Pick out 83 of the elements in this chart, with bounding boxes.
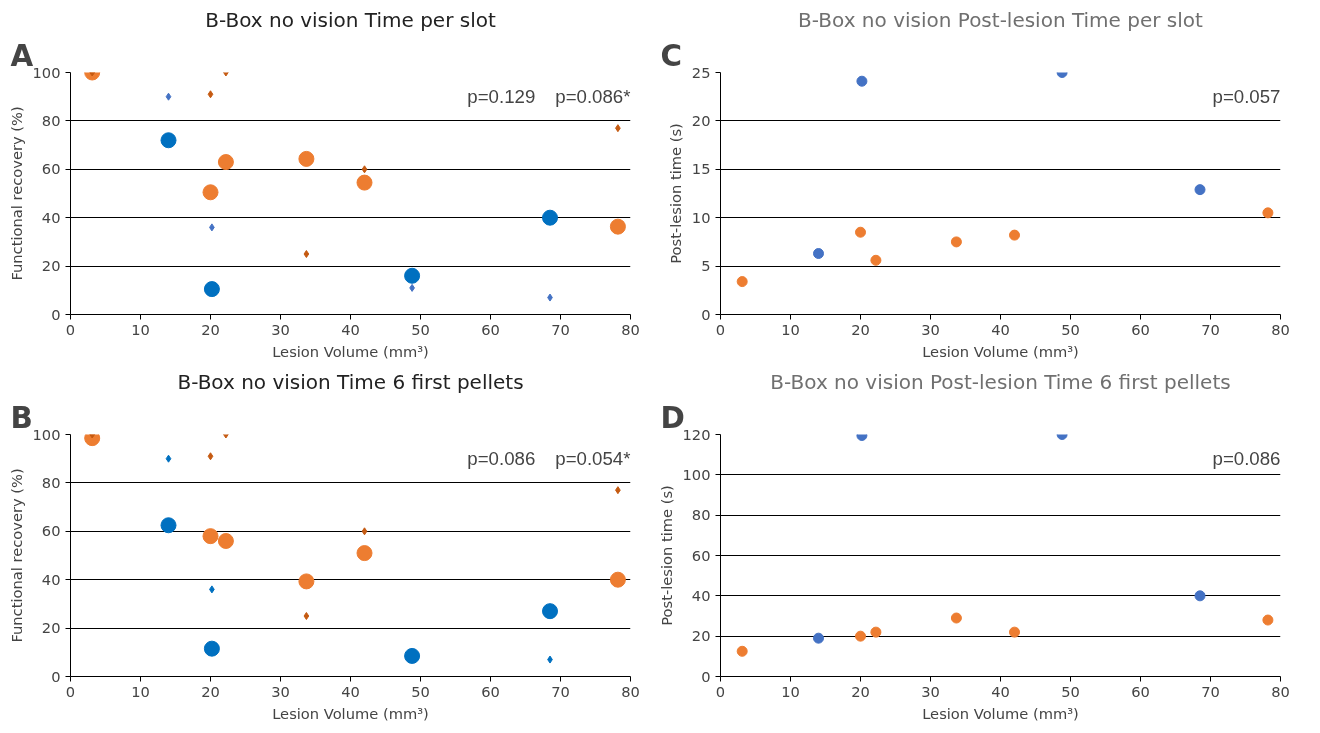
y-tick-label: 40 — [41, 208, 61, 226]
x-tick-label: 60 — [481, 320, 500, 338]
annotation: p=0.086 — [467, 448, 536, 470]
y-tick-label: 40 — [691, 586, 711, 604]
y-tick-label: 80 — [41, 473, 61, 491]
x-tick-label: 10 — [781, 320, 800, 338]
y-tick-label: 0 — [701, 305, 711, 323]
y-tick-label: 60 — [691, 546, 711, 564]
text: C — [660, 38, 683, 73]
x-tick-label: 80 — [621, 320, 640, 338]
text: A — [10, 38, 34, 73]
x-tick-label: 70 — [551, 320, 570, 338]
x-tick-label: 60 — [1131, 320, 1150, 338]
x-tick-label: 40 — [341, 682, 360, 700]
x-tick-label: 30 — [921, 682, 940, 700]
text: D — [660, 400, 685, 435]
x-tick-label: 80 — [621, 682, 640, 700]
y-axis-title: Functional recovery (%) — [7, 106, 25, 281]
x-tick-label: 40 — [991, 320, 1010, 338]
annotation: p=0.057 — [1212, 86, 1281, 108]
x-tick-label: 70 — [551, 682, 570, 700]
y-axis-title: Functional recovery (%) — [7, 468, 25, 643]
x-tick-label: 20 — [201, 320, 220, 338]
y-tick-label: 20 — [691, 627, 711, 645]
text: B — [10, 400, 33, 435]
x-tick-label: 70 — [1201, 682, 1220, 700]
y-axis-title: Post-lesion time (s) — [666, 123, 684, 264]
x-tick-label: 30 — [921, 320, 940, 338]
x-axis-title: Lesion Volume (mm³) — [922, 704, 1079, 722]
x-tick-label: 80 — [1271, 682, 1290, 700]
x-tick-label: 20 — [851, 682, 870, 700]
y-tick-label: 0 — [51, 305, 61, 323]
y-tick-label: 15 — [691, 160, 711, 178]
y-tick-label: 80 — [691, 506, 711, 524]
x-tick-label: 50 — [411, 682, 430, 700]
x-tick-label: 0 — [65, 320, 76, 338]
x-axis-title: Lesion Volume (mm³) — [922, 342, 1079, 360]
y-tick-label: 100 — [32, 425, 61, 443]
x-tick-label: 50 — [411, 320, 430, 338]
y-tick-label: 40 — [41, 570, 61, 588]
y-tick-label: 100 — [682, 465, 711, 483]
annotation: p=0.129 — [467, 86, 536, 108]
x-tick-label: 60 — [1131, 682, 1150, 700]
y-tick-label: 20 — [41, 619, 61, 637]
x-tick-label: 30 — [271, 682, 290, 700]
x-tick-label: 50 — [1061, 320, 1080, 338]
x-tick-label: 80 — [1271, 320, 1290, 338]
x-axis-title: Lesion Volume (mm³) — [272, 342, 429, 360]
x-tick-label: 40 — [341, 320, 360, 338]
y-tick-label: 20 — [691, 111, 711, 129]
y-tick-label: 10 — [691, 208, 711, 226]
y-tick-label: 60 — [41, 160, 61, 178]
x-tick-label: 0 — [715, 682, 726, 700]
x-tick-label: 60 — [481, 682, 500, 700]
x-tick-label: 20 — [851, 320, 870, 338]
y-tick-label: 0 — [51, 667, 61, 685]
y-tick-label: 80 — [41, 111, 61, 129]
x-tick-label: 0 — [715, 320, 726, 338]
annotation: p=0.086 — [1212, 448, 1281, 470]
y-axis-title: Post-lesion time (s) — [657, 485, 675, 626]
chart-title: B-Box no vision Time 6 first pellets — [177, 369, 524, 394]
x-tick-label: 20 — [201, 682, 220, 700]
y-tick-label: 60 — [41, 522, 61, 540]
chart-title: B-Box no vision Time per slot — [205, 7, 496, 32]
x-tick-label: 10 — [131, 320, 150, 338]
x-tick-label: 40 — [991, 682, 1010, 700]
chart-title: B-Box no vision Post-lesion Time 6 first pellets — [770, 369, 1231, 394]
x-tick-label: 70 — [1201, 320, 1220, 338]
annotation: p=0.054* — [555, 448, 631, 470]
x-tick-label: 50 — [1061, 682, 1080, 700]
chart-title: B-Box no vision Post-lesion Time per slot — [798, 7, 1204, 32]
y-tick-label: 20 — [41, 257, 61, 275]
x-tick-label: 10 — [781, 682, 800, 700]
x-tick-label: 0 — [65, 682, 76, 700]
y-tick-label: 120 — [682, 425, 711, 443]
x-axis-title: Lesion Volume (mm³) — [272, 704, 429, 722]
x-tick-label: 30 — [271, 320, 290, 338]
y-tick-label: 100 — [32, 63, 61, 81]
y-tick-label: 0 — [701, 667, 711, 685]
x-tick-label: 10 — [131, 682, 150, 700]
annotation: p=0.086* — [555, 86, 631, 108]
y-tick-label: 5 — [701, 257, 711, 275]
y-tick-label: 25 — [691, 63, 711, 81]
